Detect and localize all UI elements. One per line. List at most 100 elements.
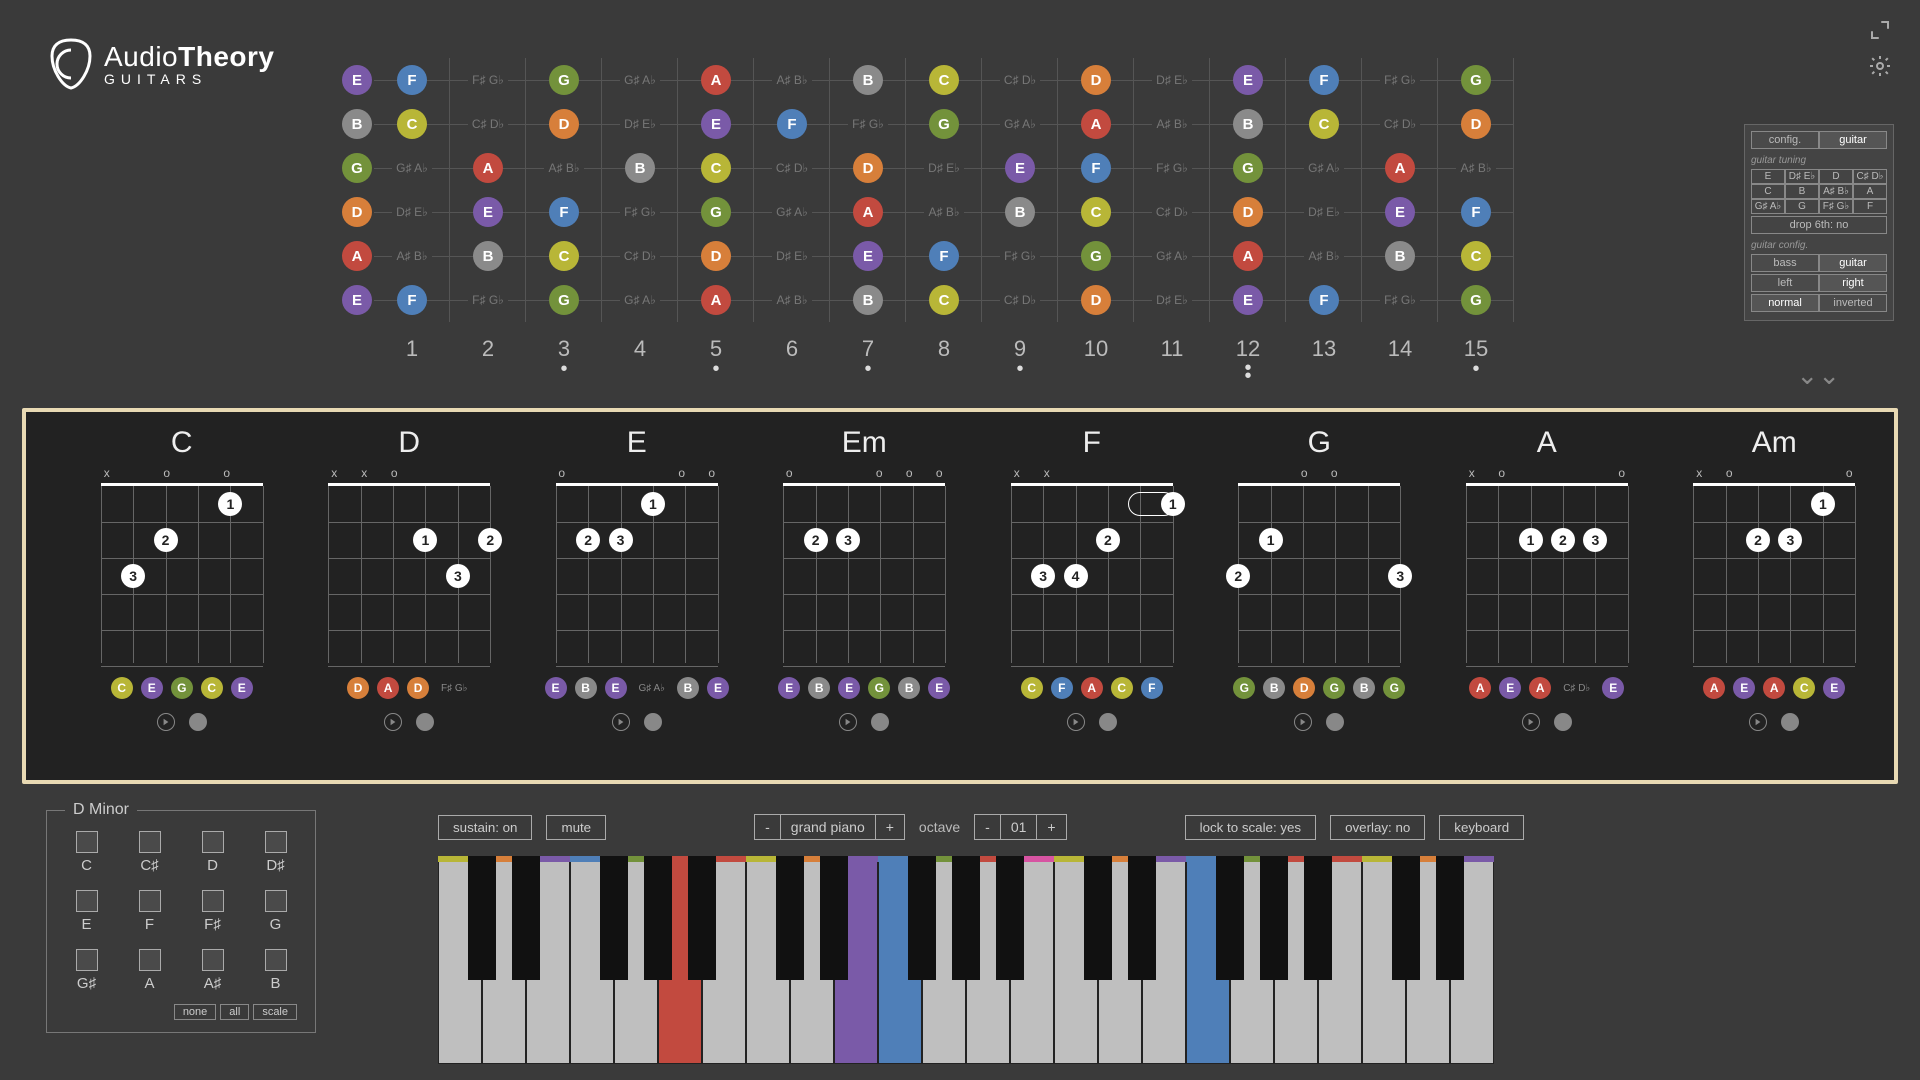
octave-stepper[interactable]: - 01 + (974, 814, 1066, 840)
fret-cell[interactable]: D♯ E♭ (602, 102, 678, 146)
black-key[interactable] (688, 856, 716, 980)
fret-cell[interactable]: C♯ D♭ (754, 146, 830, 190)
note-E[interactable]: E (1233, 285, 1263, 315)
note-A[interactable]: A (473, 153, 503, 183)
keysel-all-button[interactable]: all (220, 1004, 249, 1020)
note-D[interactable]: D (1081, 65, 1111, 95)
fret-cell[interactable]: D♯ E♭ (754, 234, 830, 278)
fret-cell[interactable]: C (1286, 102, 1362, 146)
note-E[interactable]: E (701, 109, 731, 139)
fret-cell[interactable]: F♯ G♭ (1362, 58, 1438, 102)
cfg-seg[interactable]: right (1819, 274, 1887, 292)
fret-cell[interactable]: G (906, 102, 982, 146)
fret-cell[interactable]: A (450, 146, 526, 190)
fret-cell[interactable]: G♯ A♭ (1134, 234, 1210, 278)
tuning-cell[interactable]: G♯ A♭ (1751, 199, 1785, 214)
black-key[interactable] (908, 856, 936, 980)
black-key[interactable] (468, 856, 496, 980)
black-key[interactable] (776, 856, 804, 980)
fret-cell[interactable]: G♯ A♭ (982, 102, 1058, 146)
oct-plus[interactable]: + (1036, 815, 1065, 839)
fret-cell[interactable]: E (1362, 190, 1438, 234)
note-F[interactable]: F (1051, 677, 1073, 699)
fret-cell[interactable]: A♯ B♭ (1438, 146, 1514, 190)
play-icon[interactable] (612, 713, 630, 731)
note-B[interactable]: B (1263, 677, 1285, 699)
fret-cell[interactable]: C (374, 102, 450, 146)
fret-cell[interactable]: G (1058, 234, 1134, 278)
note-D[interactable]: D (1293, 677, 1315, 699)
fret-cell[interactable]: D♯ E♭ (1134, 58, 1210, 102)
note-C[interactable]: C (929, 285, 959, 315)
note-E[interactable]: E (141, 677, 163, 699)
fret-cell[interactable]: G♯ A♭ (374, 146, 450, 190)
play-icon[interactable] (157, 713, 175, 731)
tuning-cell[interactable]: G (1785, 199, 1819, 214)
fret-cell[interactable]: C (526, 234, 602, 278)
oct-minus[interactable]: - (975, 815, 1000, 839)
key-check[interactable] (139, 831, 161, 853)
record-icon[interactable] (871, 713, 889, 731)
key-check[interactable] (139, 949, 161, 971)
key-check[interactable] (139, 890, 161, 912)
fret-cell[interactable]: E (1210, 58, 1286, 102)
note-E[interactable]: E (342, 65, 372, 95)
tuning-cell[interactable]: A (1853, 184, 1887, 199)
tuning-cell[interactable]: C♯ D♭ (1853, 169, 1887, 184)
sustain-button[interactable]: sustain: on (438, 815, 532, 840)
fret-cell[interactable]: G♯ A♭ (754, 190, 830, 234)
fret-cell[interactable]: C♯ D♭ (1134, 190, 1210, 234)
fret-cell[interactable]: D♯ E♭ (1286, 190, 1362, 234)
fret-cell[interactable]: A♯ B♭ (906, 190, 982, 234)
note-E[interactable]: E (928, 677, 950, 699)
fret-cell[interactable]: B (450, 234, 526, 278)
tuning-cell[interactable]: C (1751, 184, 1785, 199)
black-key[interactable] (1392, 856, 1420, 980)
black-key[interactable] (1260, 856, 1288, 980)
note-D[interactable]: D (1461, 109, 1491, 139)
fret-cell[interactable]: F (1438, 190, 1514, 234)
fret-cell[interactable]: B (830, 278, 906, 322)
fret-cell[interactable]: F (1286, 278, 1362, 322)
fret-cell[interactable]: A (1058, 102, 1134, 146)
fret-cell[interactable]: C♯ D♭ (982, 278, 1058, 322)
note-C[interactable]: C (1111, 677, 1133, 699)
note-B[interactable]: B (853, 65, 883, 95)
expand-icon[interactable] (1868, 18, 1892, 42)
play-icon[interactable] (839, 713, 857, 731)
instr-minus[interactable]: - (755, 815, 780, 839)
note-D[interactable]: D (853, 153, 883, 183)
fret-cell[interactable]: C (906, 58, 982, 102)
play-icon[interactable] (1749, 713, 1767, 731)
fret-cell[interactable]: G♯ A♭ (602, 278, 678, 322)
note-E[interactable]: E (707, 677, 729, 699)
fret-cell[interactable]: D♯ E♭ (374, 190, 450, 234)
note-G[interactable]: G (549, 285, 579, 315)
fret-cell[interactable]: F♯ G♭ (602, 190, 678, 234)
key-check[interactable] (265, 949, 287, 971)
fret-cell[interactable]: A (830, 190, 906, 234)
black-key[interactable] (1128, 856, 1156, 980)
fret-cell[interactable]: F♯ G♭ (450, 278, 526, 322)
note-E[interactable]: E (1733, 677, 1755, 699)
cfg-seg[interactable]: left (1751, 274, 1819, 292)
note-E[interactable]: E (473, 197, 503, 227)
note-A[interactable]: A (1233, 241, 1263, 271)
key-check[interactable] (202, 890, 224, 912)
play-icon[interactable] (1067, 713, 1085, 731)
play-icon[interactable] (1294, 713, 1312, 731)
note-A[interactable]: A (701, 65, 731, 95)
fret-cell[interactable]: G (1438, 58, 1514, 102)
key-check[interactable] (202, 949, 224, 971)
note-F[interactable]: F (1141, 677, 1163, 699)
note-D[interactable]: D (342, 197, 372, 227)
note-C[interactable]: C (1021, 677, 1043, 699)
record-icon[interactable] (416, 713, 434, 731)
note-G[interactable]: G (1233, 153, 1263, 183)
black-key[interactable] (820, 856, 848, 980)
fret-cell[interactable]: A (678, 278, 754, 322)
fret-cell[interactable]: G (526, 278, 602, 322)
note-D[interactable]: D (407, 677, 429, 699)
note-A[interactable]: A (1081, 109, 1111, 139)
note-F[interactable]: F (1081, 153, 1111, 183)
